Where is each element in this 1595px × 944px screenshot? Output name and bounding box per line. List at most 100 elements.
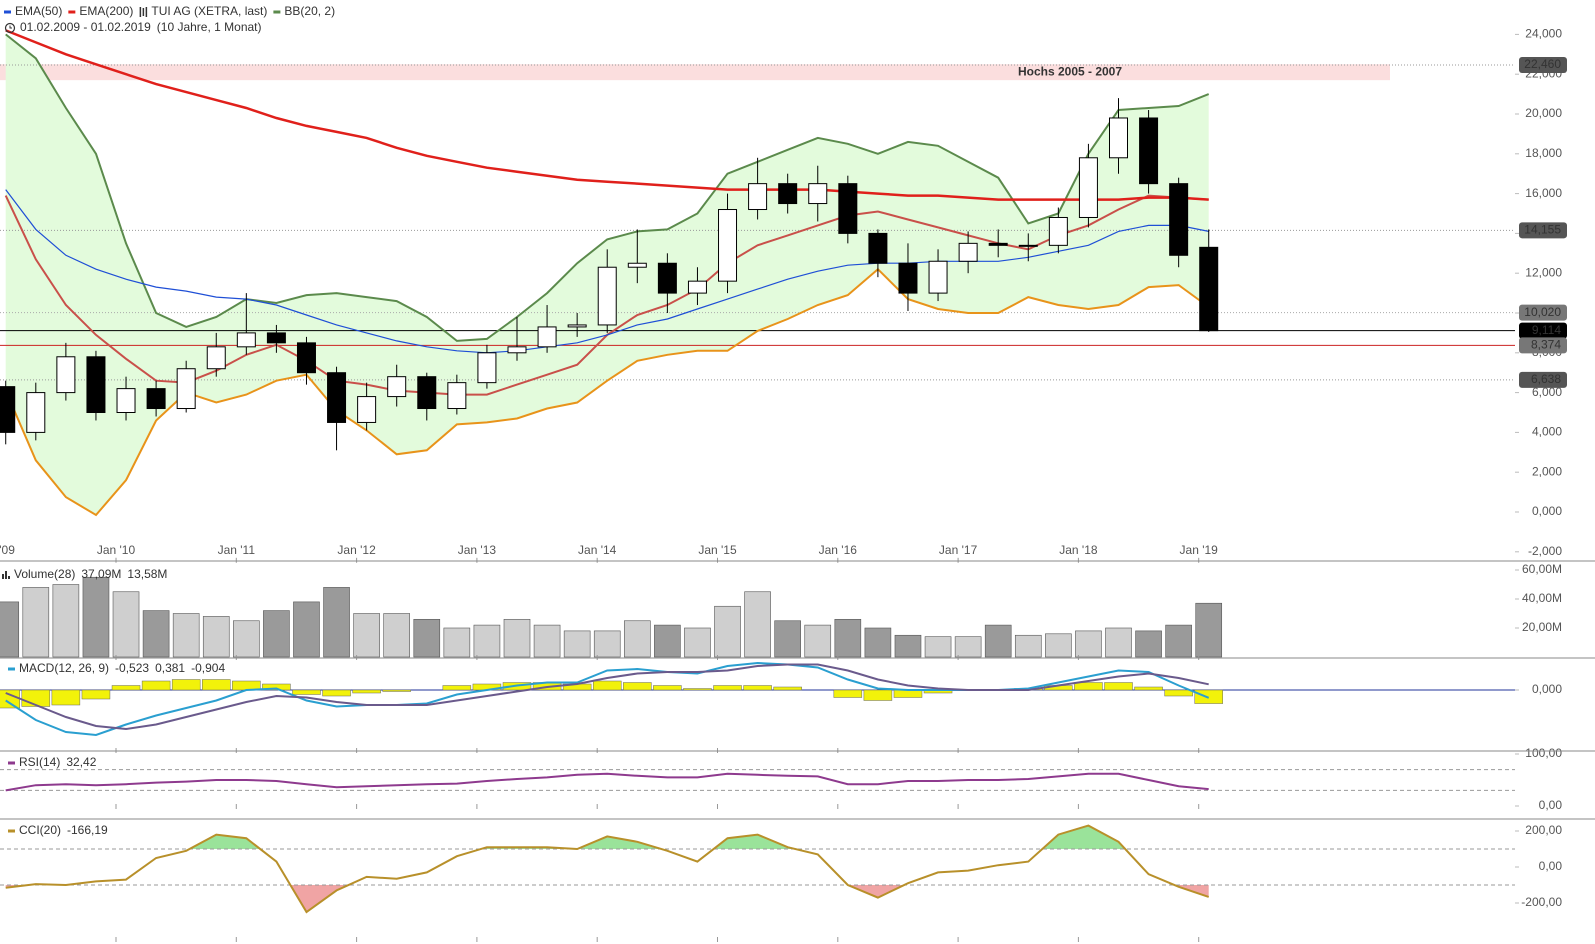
y-tick-label: 200,00 [1525, 823, 1562, 837]
candle-body [146, 388, 166, 410]
legend-label: -0,523 [115, 661, 149, 675]
legend-label: 32,42 [66, 755, 96, 769]
volume-bar [1165, 624, 1192, 658]
level-tag-label: 10,020 [1524, 305, 1561, 319]
volume-bar [473, 624, 501, 658]
level-tag-label: 14,155 [1524, 222, 1561, 236]
volume-bar [413, 618, 441, 658]
volume-bar [864, 627, 892, 658]
candle-body [627, 262, 647, 268]
candle-body [357, 396, 377, 423]
histogram-bar [1164, 689, 1193, 697]
volume-bar [1195, 602, 1223, 658]
histogram-bar [653, 685, 682, 691]
x-tick-label: Jan '09 [0, 543, 15, 557]
volume-bar [0, 601, 20, 658]
candle-body [0, 386, 16, 433]
clock-hand [9, 25, 12, 29]
x-tick-label: Jan '15 [698, 543, 737, 557]
volume-bar [233, 620, 260, 658]
level-tag-label: 6,638 [1531, 372, 1561, 386]
volume-bar [82, 576, 110, 658]
volume-bar [714, 605, 741, 658]
candle-body [657, 262, 677, 294]
y-tick-label: 16,000 [1525, 186, 1562, 200]
candle-body [56, 356, 76, 394]
candle-body [1078, 157, 1098, 218]
volume-bar [383, 613, 411, 658]
candle-body [26, 392, 46, 433]
volume-bar [443, 627, 471, 658]
x-tick-label: Jan '13 [458, 543, 497, 557]
candle-body [988, 242, 1008, 246]
y-tick-label: 20,000 [1525, 106, 1562, 120]
histogram-bar [292, 689, 321, 695]
volume-bar [774, 620, 801, 658]
histogram-bar [202, 679, 231, 691]
legend-label: TUI AG (XETRA, last) [151, 4, 267, 18]
candle-body [1199, 246, 1219, 332]
legend-label: Volume(28) [14, 567, 75, 581]
volume-bar [503, 618, 531, 658]
x-tick-label: Jan '19 [1180, 543, 1219, 557]
candle-body [176, 368, 196, 410]
candle-body [868, 232, 888, 264]
candle-body [958, 242, 978, 262]
histogram-bar [893, 689, 923, 698]
legend-label: (10 Jahre, 1 Monat) [157, 20, 262, 34]
volume-bar [954, 636, 982, 658]
ema-line [5, 189, 1209, 354]
y-tick-label: 20,00M [1522, 620, 1562, 634]
x-tick-label: Jan '11 [218, 543, 256, 557]
level-tag [1519, 371, 1567, 388]
volume-bar [654, 624, 681, 658]
candle-body [928, 260, 948, 294]
histogram-bar [1074, 682, 1103, 691]
candle-body [86, 356, 106, 413]
volume-bar [924, 636, 952, 658]
histogram-bar [0, 689, 20, 709]
histogram-bar [262, 683, 291, 691]
histogram-bar [1134, 686, 1163, 691]
y-tick-label: 24,000 [1525, 27, 1562, 41]
histogram-bar [592, 680, 622, 691]
candle-body [1018, 244, 1038, 247]
volume-bar [1075, 630, 1102, 658]
candle-body [808, 183, 828, 205]
histogram-bar [863, 689, 893, 701]
histogram-bar [743, 685, 772, 691]
histogram-bar [322, 689, 351, 697]
histogram-bar [713, 685, 742, 691]
legend-label: EMA(200) [79, 4, 133, 18]
candle-body [206, 346, 226, 370]
histogram-bar [51, 689, 81, 706]
x-tick-label: Jan '14 [578, 543, 617, 557]
candle-body [236, 332, 256, 348]
candle-body [116, 388, 136, 413]
volume-icon [2, 571, 10, 579]
volume-bar [744, 591, 771, 658]
candle-body [748, 183, 768, 211]
candle-body [778, 183, 798, 205]
volume-bar [52, 584, 80, 658]
legend-label: -0,904 [191, 661, 225, 675]
histogram-bar [833, 689, 863, 698]
highlight-zone [0, 64, 1390, 81]
legend-label: BB(20, 2) [284, 4, 335, 18]
legend-label: CCI(20) [19, 823, 61, 837]
candle-body [266, 332, 286, 344]
level-tag-label: 8,374 [1531, 338, 1561, 352]
band-line [5, 33, 1210, 342]
histogram-bar [1104, 682, 1133, 691]
histogram-bar [141, 680, 171, 691]
candle-body [687, 280, 707, 294]
volume-bar [1045, 633, 1072, 658]
histogram-bar [111, 685, 141, 691]
y-tick-label: 6,000 [1532, 385, 1562, 399]
legend-label: 13,58M [127, 567, 167, 581]
macd-line [5, 663, 1209, 731]
candle-body [718, 209, 738, 282]
indicator-line [5, 824, 1210, 914]
histogram-bar [352, 689, 381, 694]
